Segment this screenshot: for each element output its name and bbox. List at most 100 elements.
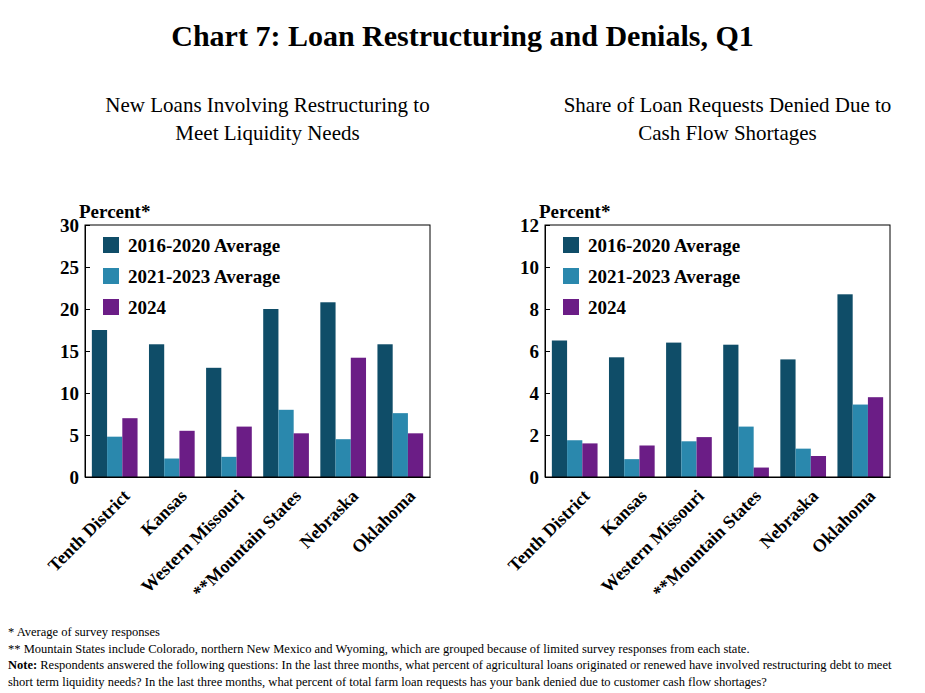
bar	[780, 359, 795, 477]
footnote: * Average of survey responses	[8, 625, 160, 639]
x-tick: Tenth District	[44, 477, 134, 575]
bar	[122, 418, 137, 477]
y-tick: 10	[60, 383, 90, 404]
bar	[263, 309, 278, 477]
bar	[164, 459, 179, 477]
bar	[639, 446, 654, 478]
y-tick-label: 4	[530, 383, 540, 404]
y-tick: 6	[530, 341, 551, 362]
y-tick-mark	[85, 267, 90, 268]
chart-root: Chart 7: Loan Restructuring and Denials,…	[0, 0, 925, 693]
legend-label: 2024	[588, 297, 627, 318]
bar	[393, 413, 408, 477]
bar	[567, 440, 582, 477]
main-title: Chart 7: Loan Restructuring and Denials,…	[171, 19, 754, 52]
x-tick-label: Oklahoma	[808, 486, 879, 557]
bar	[278, 410, 293, 477]
x-axis-line	[546, 477, 891, 478]
y-tick-mark	[85, 309, 90, 310]
y-tick: 5	[70, 425, 91, 446]
y-tick-label: 0	[530, 467, 540, 488]
y-tick-mark	[545, 351, 550, 352]
bar	[237, 427, 252, 477]
x-tick: Tenth District	[504, 477, 594, 575]
y-axis-title: Percent*	[539, 201, 610, 222]
legend-swatch	[563, 237, 579, 253]
legend-swatch	[103, 237, 119, 253]
y-tick: 2	[530, 425, 551, 446]
bar	[609, 357, 624, 477]
bar	[582, 443, 597, 477]
bar	[294, 433, 309, 477]
bar	[92, 330, 107, 477]
bar	[853, 405, 868, 477]
x-tick-label: **Mountain States	[649, 486, 765, 602]
plot-frame	[545, 225, 890, 477]
y-tick: 15	[60, 341, 90, 362]
y-tick: 4	[530, 383, 551, 404]
y-tick: 8	[530, 299, 551, 320]
x-tick-label: Tenth District	[504, 486, 594, 576]
bar	[320, 302, 335, 477]
y-tick: 20	[60, 299, 90, 320]
y-tick-label: 6	[530, 341, 540, 362]
legend-swatch	[563, 299, 579, 315]
bar	[552, 341, 567, 478]
x-tick: Western Missouri	[597, 477, 708, 596]
bar	[351, 358, 366, 477]
bars	[92, 302, 423, 477]
x-tick-label: Oklahoma	[348, 486, 419, 557]
legend-swatch	[563, 268, 579, 284]
bar	[377, 344, 392, 477]
x-axis-line	[86, 477, 431, 478]
bar	[336, 439, 351, 477]
subplot-title-line: New Loans Involving Restructuring to	[105, 93, 429, 117]
subplot-title: New Loans Involving Restructuring toMeet…	[105, 93, 429, 145]
subplot: Share of Loan Requests Denied Due to Cash…	[504, 93, 891, 602]
x-tick-label: Tenth District	[44, 486, 134, 576]
bar	[796, 449, 811, 477]
y-tick-label: 10	[520, 257, 539, 278]
y-tick-mark	[545, 393, 550, 394]
bar	[738, 427, 753, 477]
y-tick-label: 20	[60, 299, 79, 320]
y-tick-mark	[545, 309, 550, 310]
note-line: Respondents answered the following quest…	[37, 658, 892, 672]
note-label: Note:	[8, 658, 37, 672]
bar	[868, 397, 883, 477]
x-tick: Western Missouri	[137, 477, 248, 596]
bar	[408, 433, 423, 477]
y-tick-label: 2	[530, 425, 540, 446]
y-tick: 10	[520, 257, 550, 278]
x-tick-label: **Mountain States	[189, 486, 305, 602]
x-tick-label: Kansas	[137, 486, 191, 540]
y-tick-label: 10	[60, 383, 79, 404]
y-tick-label: 30	[60, 215, 79, 236]
y-tick-mark	[545, 435, 550, 436]
bar	[681, 441, 696, 477]
y-tick-mark	[85, 393, 90, 394]
legend-swatch	[103, 299, 119, 315]
bar	[837, 294, 852, 477]
subplot-title-line: Cash Flow Shortages	[638, 121, 817, 145]
y-tick-mark	[85, 351, 90, 352]
y-axis: 024681012	[520, 215, 550, 488]
x-tick: Oklahoma	[808, 477, 879, 557]
x-axis: Tenth DistrictKansasWestern Missouri**Mo…	[44, 477, 431, 602]
note: Note: Respondents answered the following…	[8, 658, 892, 689]
y-tick-mark	[545, 267, 550, 268]
bar	[179, 431, 194, 477]
legend-swatch	[103, 268, 119, 284]
subplot: New Loans Involving Restructuring toMeet…	[44, 93, 431, 602]
note-line: short term liquidity needs? In the last …	[8, 675, 767, 689]
x-tick-label: Western Missouri	[597, 486, 708, 597]
y-tick-label: 5	[70, 425, 80, 446]
subplot-title: Share of Loan Requests Denied Due to Cash…	[564, 93, 892, 145]
bar	[107, 437, 122, 477]
subplot-title-line: Share of Loan Requests Denied Due to	[564, 93, 892, 117]
bar	[221, 457, 236, 477]
legend: 2016-2020 Average2021-2023 Average2024	[103, 235, 280, 318]
plot-frame	[85, 225, 430, 477]
bar	[149, 344, 164, 477]
legend-label: 2021-2023 Average	[128, 266, 280, 287]
